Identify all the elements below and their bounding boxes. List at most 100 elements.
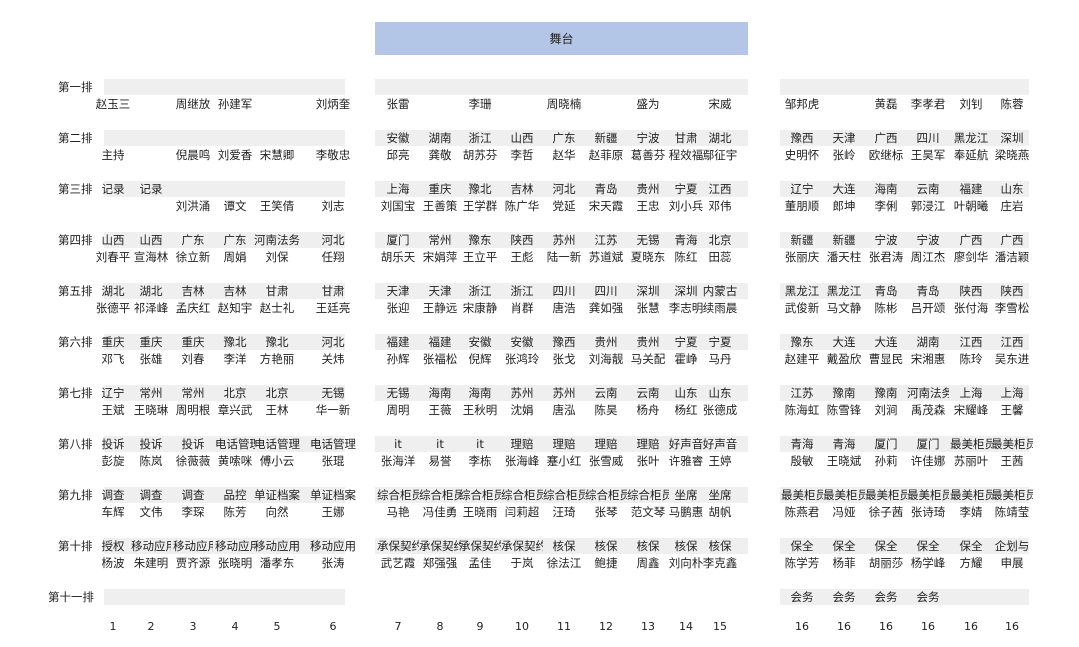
seat-name: 欧继标 xyxy=(868,148,904,162)
seat-name: 武艺霞 xyxy=(380,556,416,570)
seat-name: 李孝君 xyxy=(910,97,946,111)
seat-unit: 宁夏 xyxy=(708,335,732,349)
seat-name: 董朋顺 xyxy=(784,199,820,213)
seat-unit: 湖北 xyxy=(139,284,163,298)
seat-name: 彭旋 xyxy=(101,454,125,468)
seat-unit: 常州 xyxy=(428,233,452,247)
seat-unit: 重庆 xyxy=(139,335,163,349)
seat-name: 党延 xyxy=(552,199,576,213)
seat-name: 肖群 xyxy=(510,301,534,315)
seat-unit: 贵州 xyxy=(594,335,618,349)
seat-name: 郭浸江 xyxy=(910,199,946,213)
seat-unit: 甘肃 xyxy=(321,284,345,298)
column-number: 6 xyxy=(329,620,337,633)
seat-name: 王廷亮 xyxy=(315,301,351,315)
seat-name: 王秋明 xyxy=(462,403,498,417)
seat-name: 贾齐源 xyxy=(175,556,211,570)
column-number: 15 xyxy=(713,620,727,633)
seat-name: 王林 xyxy=(265,403,289,417)
seat-name: 李洋 xyxy=(223,352,247,366)
row-label: 第五排 xyxy=(58,284,93,298)
seat-name: 赵士礼 xyxy=(259,301,295,315)
column-number: 16 xyxy=(1005,620,1019,633)
row-band xyxy=(375,436,748,452)
row-band xyxy=(780,79,1029,95)
seat-name: 刘志 xyxy=(321,199,345,213)
seat-name: 周明根 xyxy=(175,403,211,417)
seat-name: 胡帆 xyxy=(708,505,732,519)
seat-name: 龚如强 xyxy=(588,301,624,315)
seat-name: 谭文 xyxy=(223,199,247,213)
seat-unit: 最美柜员 xyxy=(950,437,992,451)
seat-unit: 坐席 xyxy=(674,488,698,502)
seat-unit: 贵州 xyxy=(636,182,660,196)
seat-name: 周明 xyxy=(386,403,410,417)
seat-unit: 重庆 xyxy=(181,335,205,349)
seat-unit: 综合柜员 xyxy=(377,488,419,502)
seat-unit: 豫西 xyxy=(552,335,576,349)
seat-name: 马文静 xyxy=(826,301,862,315)
seat-name: 冯佳勇 xyxy=(422,505,458,519)
seat-name: 杨红 xyxy=(674,403,698,417)
seat-unit: 吉林 xyxy=(510,182,534,196)
seat-unit: 广西 xyxy=(1000,233,1024,247)
seat-name: 沈娟 xyxy=(510,403,534,417)
seat-name: 王善策 xyxy=(422,199,458,213)
column-number: 13 xyxy=(641,620,655,633)
seat-name: 唐泓 xyxy=(552,403,576,417)
seat-unit: 江苏 xyxy=(790,386,814,400)
seat-name: 戴盈欣 xyxy=(826,352,862,366)
seat-unit: 厦门 xyxy=(386,233,410,247)
seat-unit: 云南 xyxy=(594,386,618,400)
seat-name: 刘爱香 xyxy=(217,148,253,162)
seat-unit: 山东 xyxy=(674,386,698,400)
seat-name: 周鑫 xyxy=(636,556,660,570)
seat-name: 葛善芬 xyxy=(630,148,666,162)
seat-unit: 最美柜员 xyxy=(865,488,907,502)
row-label: 第十一排 xyxy=(48,590,94,604)
seat-name: 马鹏惠 xyxy=(668,505,704,519)
seat-name: 孟庆红 xyxy=(175,301,211,315)
seat-name: 邹邦虎 xyxy=(784,97,820,111)
row-band xyxy=(780,436,1029,452)
seat-unit: 江苏 xyxy=(594,233,618,247)
seat-name: 陈红 xyxy=(674,250,698,264)
seat-name: 于岚 xyxy=(510,556,534,570)
seat-name: 苏丽叶 xyxy=(953,454,989,468)
seat-unit: 四川 xyxy=(916,131,940,145)
row-band xyxy=(375,385,748,401)
row-band xyxy=(375,232,748,248)
seat-unit: 承保契约 xyxy=(459,539,501,553)
row-band xyxy=(780,130,1029,146)
seat-unit: 综合柜员 xyxy=(459,488,501,502)
seat-name: 王学群 xyxy=(462,199,498,213)
seat-name: 潘孝东 xyxy=(259,556,295,570)
seat-unit: 保全 xyxy=(874,539,898,553)
seat-unit: 陕西 xyxy=(1000,284,1024,298)
seat-name: 张雪威 xyxy=(588,454,624,468)
seat-name: 曹显民 xyxy=(868,352,904,366)
seat-unit: 厦门 xyxy=(874,437,898,451)
seat-unit: 云南 xyxy=(916,182,940,196)
seat-name: 张晓明 xyxy=(217,556,253,570)
seat-name: 张迎 xyxy=(386,301,410,315)
seat-name: 宣海林 xyxy=(133,250,169,264)
seat-unit: 移动应用 xyxy=(215,539,255,553)
seat-name: 陈燕君 xyxy=(784,505,820,519)
seat-unit: 河北 xyxy=(321,233,345,247)
seat-unit: 新疆 xyxy=(832,233,856,247)
seat-unit: 保全 xyxy=(790,539,814,553)
seat-name: 王晓雨 xyxy=(462,505,498,519)
seat-unit: 陕西 xyxy=(959,284,983,298)
seat-name: 叶朝曦 xyxy=(953,199,989,213)
seat-unit: 最美柜员 xyxy=(991,437,1033,451)
seat-name: 周江杰 xyxy=(910,250,946,264)
seat-name: 张海峰 xyxy=(504,454,540,468)
seat-unit: 贵州 xyxy=(636,335,660,349)
seat-unit: 保全 xyxy=(832,539,856,553)
seat-name: 陈靖莹 xyxy=(994,505,1030,519)
seat-name: 杨舟 xyxy=(636,403,660,417)
row-label: 第二排 xyxy=(58,131,93,145)
seat-name: 李哲 xyxy=(510,148,534,162)
seat-name: 孙辉 xyxy=(386,352,410,366)
